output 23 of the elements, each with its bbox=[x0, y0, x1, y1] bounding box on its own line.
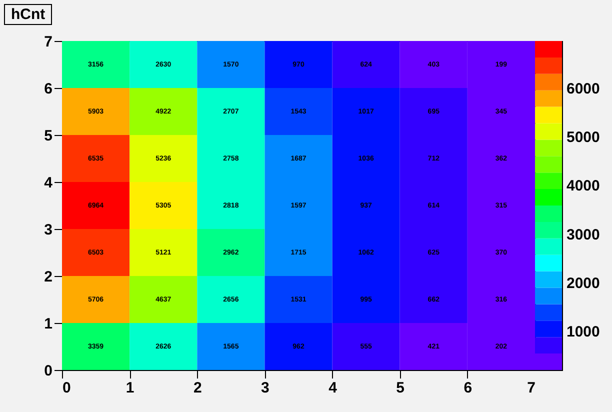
color-bar-label: 6000 bbox=[566, 80, 600, 98]
x-tick-label: 6 bbox=[464, 380, 472, 396]
x-tick-label: 4 bbox=[328, 380, 338, 396]
color-bar-label: 2000 bbox=[566, 274, 600, 292]
y-tick-label: 2 bbox=[44, 268, 52, 286]
color-bar-label: 4000 bbox=[566, 178, 600, 195]
y-tick-label: 3 bbox=[44, 222, 52, 238]
x-tick-label: 2 bbox=[193, 380, 202, 396]
y-tick-label: 7 bbox=[44, 34, 52, 50]
color-bar-label: 3000 bbox=[566, 226, 600, 244]
chart-title: hCnt bbox=[4, 4, 52, 25]
x-tick-label: 0 bbox=[62, 380, 71, 396]
x-tick-label: 7 bbox=[527, 380, 536, 396]
y-tick-label: 1 bbox=[44, 316, 52, 332]
y-tick-label: 4 bbox=[44, 174, 54, 192]
y-tick-label: 6 bbox=[44, 80, 52, 98]
color-bar-label: 5000 bbox=[566, 129, 600, 146]
x-tick-label: 1 bbox=[126, 380, 134, 396]
x-tick-label: 5 bbox=[396, 380, 405, 396]
x-tick-label: 3 bbox=[261, 380, 270, 396]
color-bar-label: 1000 bbox=[566, 324, 600, 341]
y-tick-label: 0 bbox=[44, 362, 52, 380]
y-tick-label: 5 bbox=[44, 128, 52, 144]
